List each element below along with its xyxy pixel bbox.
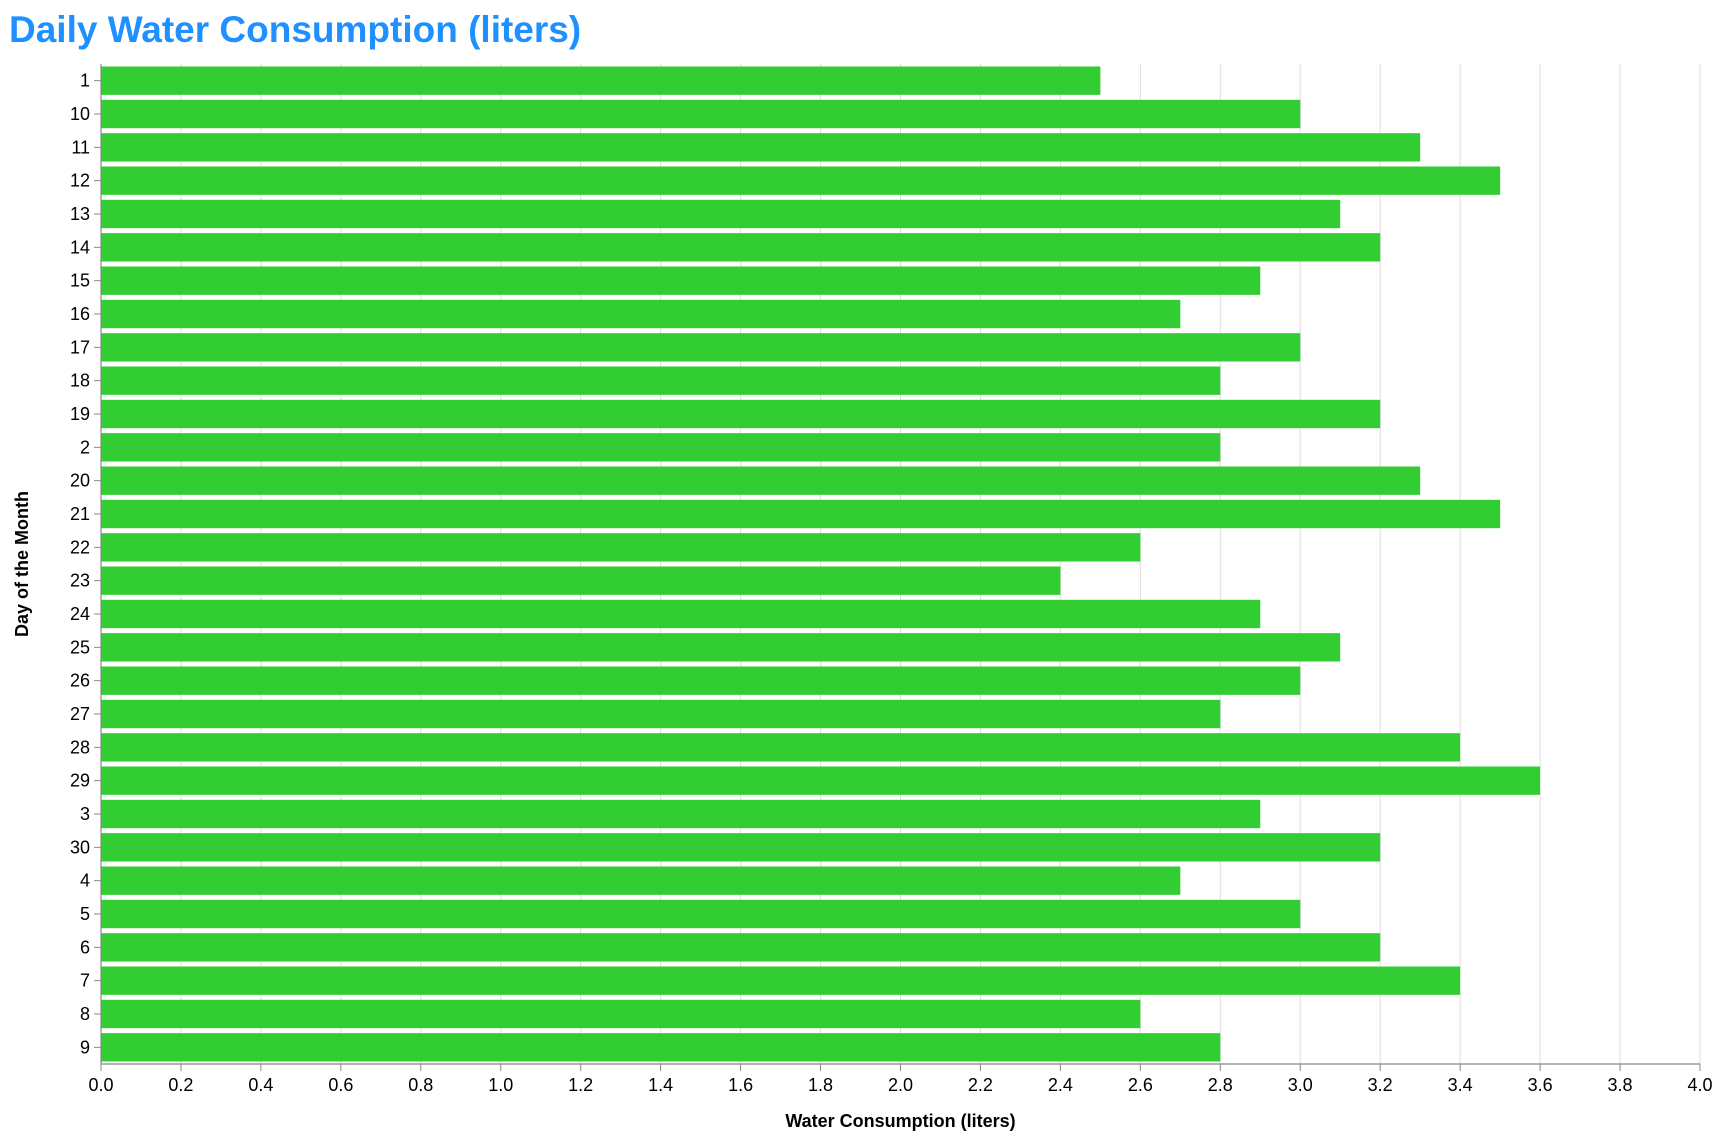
bar xyxy=(101,933,1381,962)
x-tick-label: 4.0 xyxy=(1687,1075,1712,1095)
bar xyxy=(101,733,1461,762)
bar xyxy=(101,99,1301,129)
x-tick-label: 0.8 xyxy=(408,1075,433,1095)
bar xyxy=(101,633,1341,662)
bar xyxy=(101,866,1181,895)
y-tick-label: 4 xyxy=(80,871,90,891)
y-tick-label: 6 xyxy=(80,937,90,957)
y-tick-label: 8 xyxy=(80,1004,90,1024)
bar xyxy=(101,966,1461,995)
y-tick-label: 18 xyxy=(70,371,90,391)
y-tick-label: 9 xyxy=(80,1037,90,1057)
y-tick-label: 7 xyxy=(80,971,90,991)
bar xyxy=(101,333,1301,362)
x-axis-title: Water Consumption (liters) xyxy=(785,1111,1015,1131)
y-tick-label: 10 xyxy=(70,104,90,124)
x-tick-label: 0.2 xyxy=(168,1075,193,1095)
x-tick-label: 0.4 xyxy=(248,1075,273,1095)
x-tick-label: 3.2 xyxy=(1368,1075,1393,1095)
bar xyxy=(101,533,1141,562)
x-tick-label: 2.2 xyxy=(968,1075,993,1095)
bars xyxy=(101,66,1541,1062)
bar xyxy=(101,433,1221,462)
bar xyxy=(101,566,1061,595)
y-tick-label: 24 xyxy=(70,604,90,624)
y-tick-label: 12 xyxy=(70,171,90,191)
x-tick-label: 3.4 xyxy=(1448,1075,1473,1095)
x-tick-label: 3.0 xyxy=(1288,1075,1313,1095)
y-tick-label: 29 xyxy=(70,771,90,791)
y-tick-label: 13 xyxy=(70,204,90,224)
y-tick-label: 23 xyxy=(70,571,90,591)
bar xyxy=(101,666,1301,695)
y-tick-label: 20 xyxy=(70,471,90,491)
bar xyxy=(101,299,1181,329)
y-tick-label: 30 xyxy=(70,837,90,857)
x-tick-label: 2.6 xyxy=(1128,1075,1153,1095)
bar xyxy=(101,166,1501,195)
x-tick-label: 1.4 xyxy=(648,1075,673,1095)
x-tick-label: 2.4 xyxy=(1048,1075,1073,1095)
x-tick-label: 3.6 xyxy=(1528,1075,1553,1095)
bar xyxy=(101,499,1501,529)
x-tick-label: 0.0 xyxy=(88,1075,113,1095)
y-tick-label: 11 xyxy=(71,137,90,157)
bar xyxy=(101,366,1221,395)
bar xyxy=(101,1033,1221,1062)
bar xyxy=(101,466,1421,495)
bar xyxy=(101,399,1381,429)
bar xyxy=(101,199,1341,229)
bar xyxy=(101,999,1141,1029)
y-tick-label: 3 xyxy=(80,804,90,824)
y-tick-label: 2 xyxy=(80,437,90,457)
y-tick-label: 1 xyxy=(80,71,90,91)
x-tick-label: 1.6 xyxy=(728,1075,753,1095)
y-tick-label: 19 xyxy=(70,404,90,424)
x-tick-label: 1.0 xyxy=(488,1075,513,1095)
x-tick-label: 1.8 xyxy=(808,1075,833,1095)
y-tick-label: 17 xyxy=(70,337,90,357)
gridlines xyxy=(100,64,1701,1064)
x-tick-label: 3.8 xyxy=(1608,1075,1633,1095)
bar xyxy=(101,833,1381,862)
y-tick-label: 22 xyxy=(70,537,90,557)
bar xyxy=(101,699,1221,729)
y-tick-label: 5 xyxy=(80,904,90,924)
bar xyxy=(101,133,1421,162)
bar xyxy=(101,233,1381,262)
y-tick-label: 21 xyxy=(70,504,90,524)
bar xyxy=(101,266,1261,295)
y-tick-label: 27 xyxy=(70,704,90,724)
y-axis-title: Day of the Month xyxy=(12,491,32,637)
y-tick-label: 25 xyxy=(70,637,90,657)
y-tick-label: 14 xyxy=(70,237,90,257)
y-tick-label: 15 xyxy=(70,271,90,291)
y-tick-label: 28 xyxy=(70,737,90,757)
y-tick-label: 16 xyxy=(70,304,90,324)
chart-title: Daily Water Consumption (liters) xyxy=(9,9,582,50)
bar xyxy=(101,766,1541,795)
x-tick-label: 2.8 xyxy=(1208,1075,1233,1095)
bar xyxy=(101,66,1101,95)
axes: 0.0 0.2 0.4 0.6 0.8 1.0 1.2 1.4 1.6 1.8 2.0 2.2 2.4 2… xyxy=(70,64,1712,1095)
bar xyxy=(101,899,1301,929)
y-tick-label: 26 xyxy=(70,671,90,691)
x-tick-label: 1.2 xyxy=(568,1075,593,1095)
x-tick-label: 2.0 xyxy=(888,1075,913,1095)
bar xyxy=(101,599,1261,629)
bar xyxy=(101,799,1261,829)
x-tick-label: 0.6 xyxy=(328,1075,353,1095)
